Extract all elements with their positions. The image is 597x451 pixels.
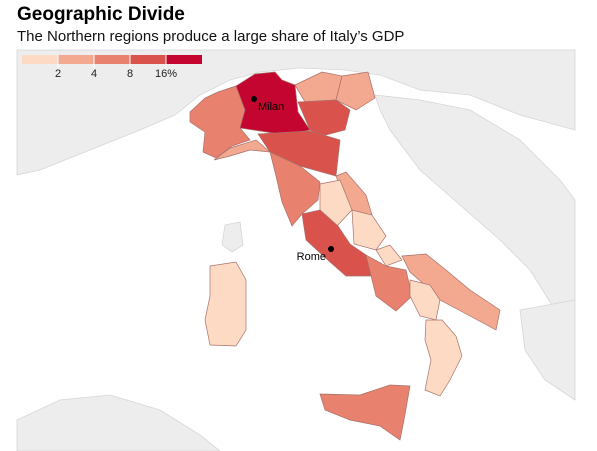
land bbox=[221, 221, 244, 253]
region bbox=[375, 244, 403, 267]
region bbox=[319, 179, 353, 227]
city-label: Milan bbox=[258, 101, 284, 113]
legend-tick-label: 4 bbox=[91, 68, 97, 80]
legend-tick-label: 8 bbox=[127, 68, 133, 80]
region bbox=[319, 384, 411, 441]
region bbox=[235, 71, 311, 136]
region bbox=[204, 261, 247, 347]
city-label: Rome bbox=[297, 251, 326, 263]
land bbox=[16, 394, 221, 451]
legend-swatch bbox=[58, 55, 94, 64]
region bbox=[401, 253, 501, 331]
legend-swatch bbox=[94, 55, 130, 64]
land bbox=[519, 299, 576, 401]
regions bbox=[189, 71, 501, 441]
legend-swatch bbox=[130, 55, 166, 64]
legend-swatch bbox=[22, 55, 58, 64]
land bbox=[16, 49, 576, 176]
legend-tick-label: 16% bbox=[155, 68, 177, 80]
cities: Milan Rome bbox=[251, 96, 334, 263]
legend-tick-label: 2 bbox=[55, 68, 61, 80]
legend: 2 4 8 16% bbox=[22, 55, 202, 80]
city-dot bbox=[251, 96, 257, 102]
city-dot bbox=[328, 246, 334, 252]
title: Geographic Divide bbox=[17, 4, 185, 25]
subtitle: The Northern regions produce a large sha… bbox=[17, 28, 405, 45]
background-land bbox=[16, 49, 576, 451]
region bbox=[335, 71, 376, 111]
legend-swatch bbox=[166, 55, 202, 64]
region bbox=[294, 71, 343, 103]
region bbox=[189, 85, 251, 159]
region bbox=[351, 209, 387, 251]
region bbox=[424, 319, 463, 397]
